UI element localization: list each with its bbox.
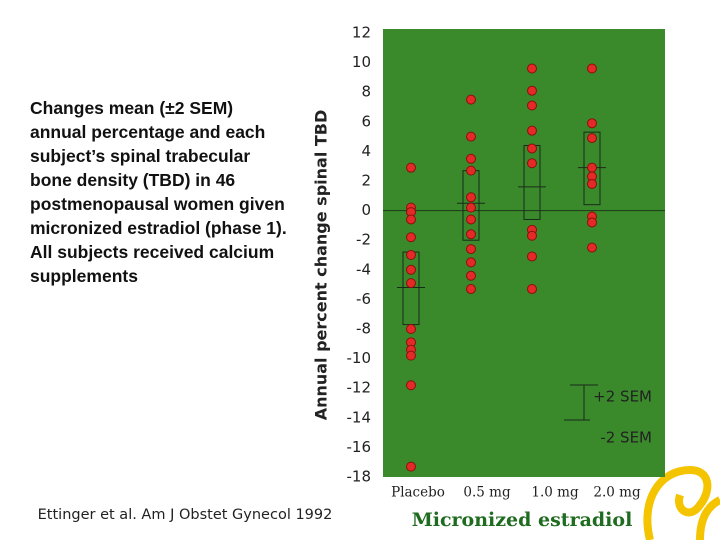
data-point <box>527 251 537 262</box>
data-point <box>406 278 416 289</box>
data-point <box>406 214 416 225</box>
y-tick-label: 10 <box>352 53 371 71</box>
x-tick-label: 0.5 mg <box>463 485 511 501</box>
data-point <box>587 63 597 74</box>
data-point <box>587 162 597 173</box>
logo <box>696 496 720 540</box>
y-tick-label: 6 <box>361 112 371 130</box>
data-point <box>587 242 597 253</box>
data-point <box>527 158 537 169</box>
x-tick-label: Placebo <box>391 485 445 501</box>
data-point <box>466 202 476 213</box>
data-point <box>406 324 416 334</box>
y-tick-label: -4 <box>356 260 371 278</box>
plot-area <box>383 29 665 477</box>
x-tick-label: 1.0 mg <box>531 485 579 501</box>
data-point <box>527 85 537 96</box>
y-tick-label: -8 <box>356 320 371 338</box>
data-point <box>587 118 597 129</box>
data-point <box>466 192 476 203</box>
data-point <box>527 143 537 154</box>
data-point <box>587 217 597 228</box>
data-point <box>466 257 476 268</box>
y-axis-title: Annual percent change spinal TBD <box>312 110 331 421</box>
y-tick-label: 8 <box>361 83 371 101</box>
data-point <box>406 380 416 391</box>
x-tick-label: 2.0 mg <box>593 485 641 501</box>
data-point <box>406 250 416 260</box>
data-point <box>406 232 416 243</box>
y-tick-label: 0 <box>361 201 371 219</box>
data-point <box>527 230 537 241</box>
source: Ettinger et al. Am J Obstet Gynecol 1992 <box>38 507 333 523</box>
data-point <box>466 131 476 142</box>
data-point <box>466 94 476 105</box>
y-tick-label: 2 <box>361 172 371 190</box>
legend-label: -2 SEM <box>600 429 652 447</box>
data-point <box>527 284 537 295</box>
data-point <box>466 284 476 295</box>
y-tick-label: -12 <box>347 379 372 397</box>
y-tick-label: 12 <box>352 24 371 42</box>
data-point <box>406 162 416 173</box>
data-point <box>527 125 537 136</box>
data-point <box>466 165 476 176</box>
y-tick-label: 4 <box>361 142 371 160</box>
x-axis-title: Micronized estradiol <box>412 509 633 531</box>
data-point <box>527 100 537 111</box>
logo <box>643 465 712 540</box>
y-tick-label: -14 <box>347 408 372 426</box>
data-point <box>527 63 537 74</box>
data-point <box>466 153 476 164</box>
y-tick-label: -6 <box>356 290 371 308</box>
data-point <box>466 229 476 240</box>
data-point <box>406 264 416 275</box>
caption: Changes mean (±2 SEM) annual percentage … <box>30 98 287 286</box>
data-point <box>406 461 416 472</box>
y-tick-label: -16 <box>347 438 372 456</box>
y-tick-label: -10 <box>347 349 372 367</box>
data-point <box>466 270 476 281</box>
data-point <box>466 244 476 255</box>
legend-label: +2 SEM <box>593 388 652 406</box>
sem-box <box>583 131 601 206</box>
data-point <box>406 350 416 361</box>
y-tick-label: -2 <box>356 231 371 249</box>
data-point <box>587 178 597 189</box>
y-tick-label: -18 <box>347 468 372 486</box>
data-point <box>587 133 597 144</box>
data-point <box>466 214 476 225</box>
